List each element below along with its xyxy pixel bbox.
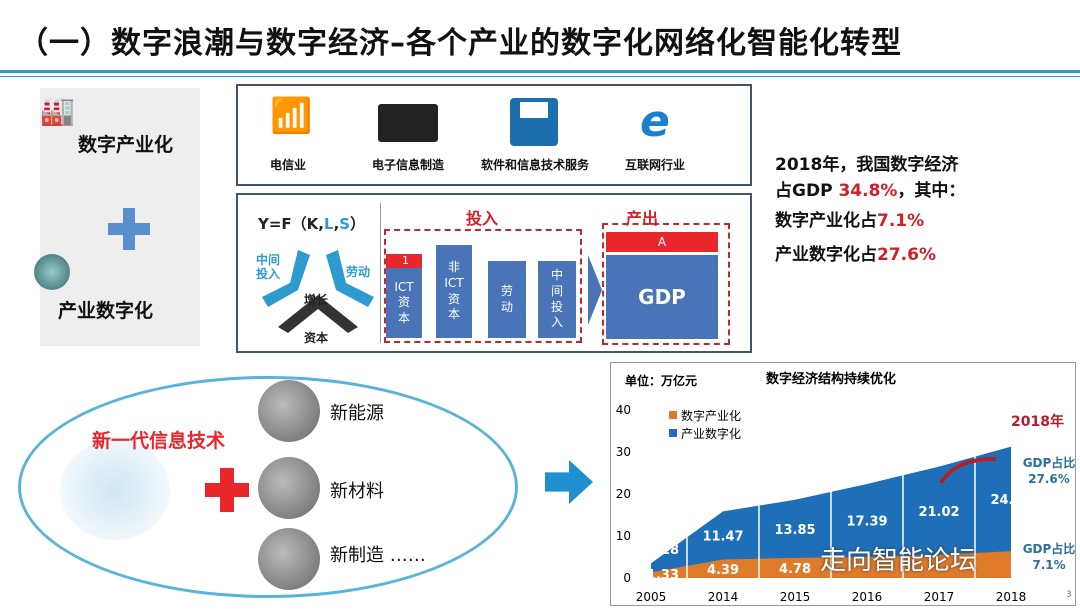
y-tick-label: 40 xyxy=(616,403,631,417)
growth-model-box: Y=F（K,L,S） 中间 投入 劳动 增长 资本 投入 1 ICT 资 本 非… xyxy=(236,193,752,353)
title-divider xyxy=(0,70,1080,73)
bar-ict-capital: ICT 资 本 xyxy=(386,268,422,338)
new-materials-image xyxy=(258,457,320,519)
legend-swatch xyxy=(669,429,677,437)
industry-electronics: 电子信息制造 xyxy=(371,158,444,172)
marker-1: 1 xyxy=(386,254,422,268)
y-tick-label: 20 xyxy=(616,487,631,501)
industries-box: 📶 电信业 电子信息制造 软件和信息技术服务 e 互联网行业 xyxy=(236,84,752,186)
annotation-gdp-share: GDP占比 xyxy=(1023,455,1076,470)
annotation-gdp-share: 27.6% xyxy=(1028,472,1070,486)
summary-line-1: 2018年，我国数字经济 xyxy=(775,155,959,175)
bar-labor: 劳 动 xyxy=(488,261,526,338)
new-materials-label: 新材料 xyxy=(330,481,384,502)
industry-software: 软件和信息技术服务 xyxy=(480,158,589,172)
annotation-2018: 2018年 xyxy=(1011,413,1064,430)
new-energy-label: 新能源 xyxy=(330,403,384,424)
chip-icon xyxy=(378,104,438,142)
x-tick-label: 2005 xyxy=(636,590,667,604)
ie-browser-icon: e xyxy=(640,96,670,147)
gdp-block: GDP xyxy=(606,255,718,339)
title-divider-thin xyxy=(0,76,1080,77)
data-label: 24.88 xyxy=(990,493,1031,508)
antenna-icon: 📶 xyxy=(270,96,313,136)
data-label: 1.33 xyxy=(647,568,679,583)
plus-icon xyxy=(108,208,150,250)
input-title: 投入 xyxy=(466,209,499,228)
new-it-label: 新一代信息技术 xyxy=(92,430,226,452)
x-tick-label: 2015 xyxy=(780,590,811,604)
new-manufacturing-image xyxy=(258,528,320,590)
right-arrow-icon xyxy=(545,460,593,504)
industrial-digitalization-label: 产业数字化 xyxy=(58,300,154,322)
data-label: 17.39 xyxy=(846,514,887,529)
red-plus-icon xyxy=(205,468,249,512)
input-frame xyxy=(384,229,582,343)
y-tick-label: 30 xyxy=(616,445,631,459)
trend-arrow xyxy=(939,456,997,485)
labor-label: 劳动 xyxy=(346,265,371,279)
x-tick-label: 2016 xyxy=(852,590,883,604)
summary-line-4: 产业数字化占27.6% xyxy=(775,245,936,265)
globe-icon xyxy=(34,254,70,290)
data-label: 4.39 xyxy=(707,563,739,578)
brain-image xyxy=(60,440,170,540)
new-energy-image xyxy=(258,380,320,442)
capital-label: 资本 xyxy=(304,331,329,345)
x-tick-label: 2018 xyxy=(996,590,1027,604)
chart-panel: 单位：万亿元 数字经济结构持续优化 0 10 20 30 40 2005 2014 2015 2… xyxy=(610,362,1076,606)
chart-title: 数字经济结构持续优化 xyxy=(766,371,896,387)
output-frame xyxy=(602,223,730,345)
digital-industrialization-label: 数字产业化 xyxy=(78,134,174,156)
page-number: 3 xyxy=(1066,590,1072,600)
industry-internet: 互联网行业 xyxy=(624,158,685,172)
y-tick-label: 0 xyxy=(623,571,631,585)
industry-telecom: 电信业 xyxy=(269,158,306,172)
watermark-text: 走向智能论坛 xyxy=(820,546,977,576)
arrow-icon xyxy=(588,255,602,325)
left-panel: 🏭 数字产业化 产业数字化 xyxy=(34,88,200,346)
bar-intermediate-input: 中 间 投 入 xyxy=(538,261,576,338)
x-tick-label: 2017 xyxy=(924,590,955,604)
growth-diagram xyxy=(262,250,374,333)
intermediate-input-label: 中间 投入 xyxy=(256,253,281,282)
data-label: 2.18 xyxy=(647,543,679,558)
summary-line-2: 占GDP 34.8%，其中： xyxy=(775,181,966,201)
annotation-gdp-share-digital-industrialization: GDP占比 7.1% xyxy=(1023,541,1076,572)
legend-swatch xyxy=(669,411,677,419)
data-label: 4.78 xyxy=(779,562,811,577)
new-manufacturing-label: 新制造 …… xyxy=(330,545,426,566)
data-label: 13.85 xyxy=(774,523,815,538)
factory-icon: 🏭 xyxy=(40,94,75,127)
bar-non-ict-capital: 非 ICT 资 本 xyxy=(436,245,472,338)
chart-unit: 单位：万亿元 xyxy=(625,373,697,388)
tech-ellipse xyxy=(18,376,518,598)
growth-label: 增长 xyxy=(304,293,329,307)
digital-economy-chart: 单位：万亿元 数字经济结构持续优化 0 10 20 30 40 2005 2014 2015 2… xyxy=(616,371,1076,604)
legend-label: 数字产业化 xyxy=(681,408,741,423)
x-tick-label: 2014 xyxy=(708,590,739,604)
summary-line-3: 数字产业化占7.1% xyxy=(775,211,925,231)
data-label: 21.02 xyxy=(918,505,959,520)
floppy-disk-icon xyxy=(510,98,558,146)
legend-label: 产业数字化 xyxy=(681,426,741,441)
data-label: 11.47 xyxy=(702,529,743,544)
y-tick-label: 10 xyxy=(616,529,631,543)
formula: Y=F（K,L,S） xyxy=(258,215,366,233)
marker-a: A xyxy=(606,232,718,252)
page-title: （一）数字浪潮与数字经济–各个产业的数字化网络化智能化转型 xyxy=(18,26,902,61)
